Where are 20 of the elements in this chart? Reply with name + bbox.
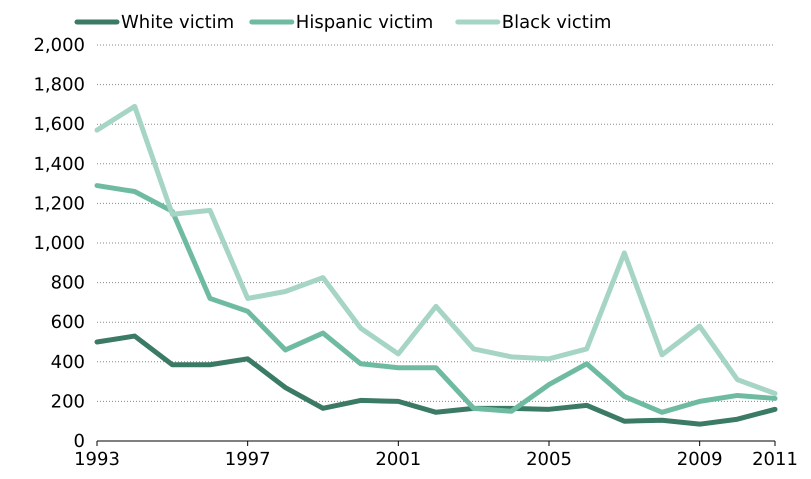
x-tick-label: 2001: [375, 449, 422, 470]
x-tick-label: 1993: [74, 449, 120, 470]
y-tick-label: 800: [50, 272, 85, 294]
y-tick-label: 0: [74, 431, 85, 452]
legend-label: Hispanic victim: [296, 12, 434, 33]
y-tick-label: 200: [50, 391, 85, 412]
x-tick-label: 2009: [676, 449, 723, 470]
y-tick-label: 2,000: [33, 35, 85, 56]
y-tick-label: 400: [50, 352, 85, 373]
y-tick-label: 1,600: [33, 114, 85, 136]
y-tick-label: 1,200: [33, 193, 85, 214]
y-tick-label: 600: [50, 312, 85, 334]
y-tick-label: 1,400: [33, 154, 85, 175]
y-tick-label: 1,000: [33, 233, 85, 254]
x-tick-label: 2005: [526, 449, 572, 470]
y-tick-label: 1,800: [33, 74, 85, 96]
legend-label: Black victim: [502, 12, 612, 33]
x-tick-label: 1997: [224, 449, 271, 470]
legend-label: White victim: [121, 12, 234, 33]
x-tick-label: 2011: [752, 449, 798, 470]
